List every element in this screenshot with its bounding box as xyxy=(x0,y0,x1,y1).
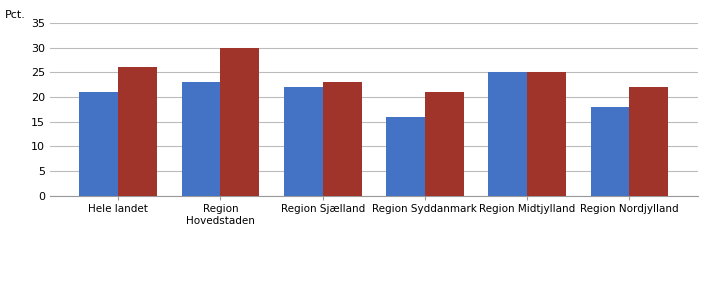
Bar xyxy=(79,92,118,196)
Bar xyxy=(386,117,425,196)
Bar xyxy=(323,82,362,196)
Bar xyxy=(527,72,566,196)
Bar xyxy=(590,107,629,196)
Bar xyxy=(182,82,221,196)
Bar xyxy=(629,87,669,196)
Bar xyxy=(488,72,527,196)
Bar xyxy=(118,67,157,196)
Text: Pct.: Pct. xyxy=(4,10,26,20)
Bar xyxy=(284,87,323,196)
Bar xyxy=(425,92,464,196)
Bar xyxy=(221,48,259,196)
